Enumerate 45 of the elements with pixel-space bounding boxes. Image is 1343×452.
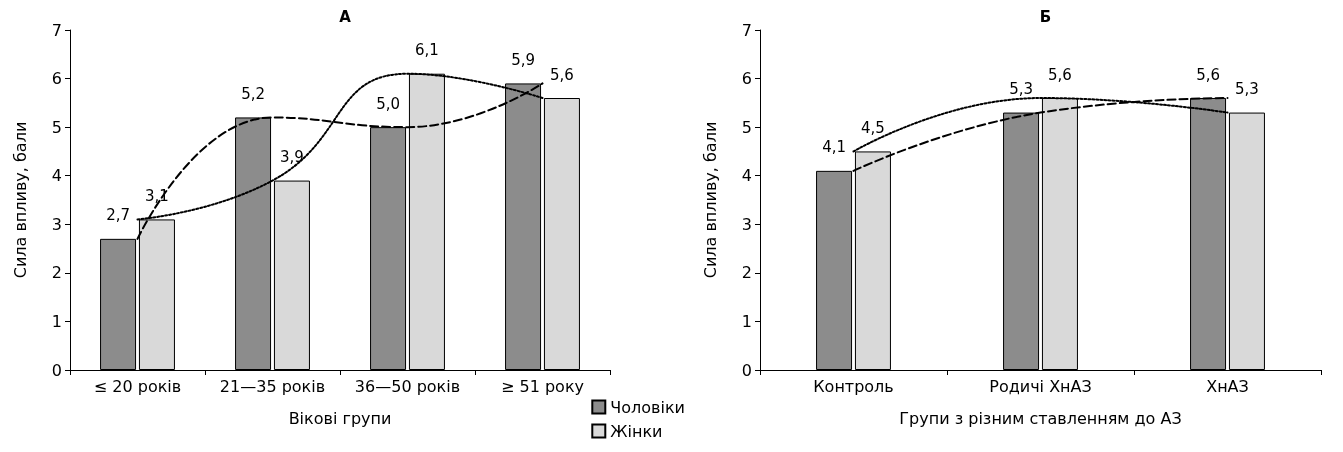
y-axis-title: Сила впливу, бали bbox=[700, 121, 720, 279]
y-tick-label: 1 bbox=[51, 311, 62, 331]
data-label: 5,0 bbox=[376, 94, 400, 113]
x-axis-title: Вікові групи bbox=[288, 408, 392, 428]
y-tick-label: 5 bbox=[741, 117, 752, 137]
data-label: 5,3 bbox=[1235, 80, 1259, 99]
y-tick-label: 6 bbox=[51, 69, 62, 89]
y-tick-label: 0 bbox=[741, 360, 752, 380]
chart-title: Б bbox=[1039, 7, 1052, 26]
x-tick-label: 21—35 років bbox=[219, 376, 326, 396]
data-label: 5,6 bbox=[1048, 65, 1072, 84]
x-tick-label: ≥ 51 року bbox=[500, 376, 585, 396]
y-tick-label: 4 bbox=[741, 166, 752, 186]
data-label: 5,3 bbox=[1009, 80, 1033, 99]
data-label: 3,1 bbox=[145, 186, 169, 205]
y-tick-label: 0 bbox=[51, 360, 62, 380]
data-label: 5,9 bbox=[511, 50, 535, 69]
y-tick-label: 5 bbox=[51, 117, 62, 137]
y-axis-title: Сила впливу, бали bbox=[10, 121, 30, 279]
data-label: 5,6 bbox=[550, 65, 574, 84]
y-tick-label: 6 bbox=[741, 69, 752, 89]
data-label: 5,2 bbox=[241, 84, 265, 103]
x-tick-label: Контроль bbox=[813, 376, 894, 396]
data-label: 4,1 bbox=[822, 138, 846, 157]
x-tick-label: ХнАЗ bbox=[1206, 376, 1249, 396]
x-tick-label: Родичі ХнАЗ bbox=[989, 376, 1092, 396]
y-tick-label: 1 bbox=[741, 311, 752, 331]
x-tick-label: ≤ 20 років bbox=[93, 376, 182, 396]
y-tick-label: 3 bbox=[741, 214, 752, 234]
data-label: 4,5 bbox=[861, 118, 885, 137]
data-label: 2,7 bbox=[106, 206, 130, 225]
chart-title: А bbox=[339, 7, 352, 26]
y-tick-label: 2 bbox=[741, 263, 752, 283]
x-tick-label: 36—50 років bbox=[354, 376, 461, 396]
y-tick-label: 2 bbox=[51, 263, 62, 283]
data-label: 6,1 bbox=[415, 41, 439, 60]
y-tick-label: 7 bbox=[741, 20, 752, 40]
legend-label: Чоловіки bbox=[610, 397, 686, 417]
y-tick-label: 3 bbox=[51, 214, 62, 234]
data-label: 3,9 bbox=[280, 148, 304, 167]
legend-label: Жінки bbox=[610, 421, 663, 441]
x-axis-title: Групи з різним ставленням до АЗ bbox=[899, 408, 1182, 428]
data-label: 5,6 bbox=[1196, 65, 1220, 84]
y-tick-label: 7 bbox=[51, 20, 62, 40]
y-tick-label: 4 bbox=[51, 166, 62, 186]
